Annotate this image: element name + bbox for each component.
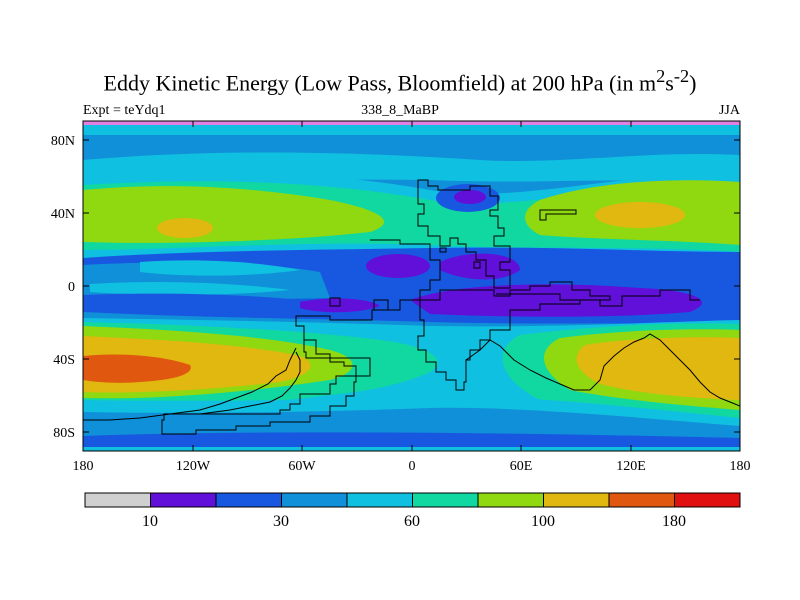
lon-label-180w: 180 [73, 459, 94, 474]
lon-label-180e: 180 [730, 459, 751, 474]
lat-label-40s: 40S [53, 353, 75, 368]
continent-west [161, 239, 441, 435]
lon-label-120e: 120E [616, 459, 646, 474]
colorbar-label-30: 30 [273, 513, 289, 530]
continent-east-block [496, 289, 700, 307]
lat-label-40n: 40N [51, 207, 75, 222]
lon-label-120w: 120W [176, 459, 211, 474]
colorbar-box-9 [674, 492, 741, 508]
lon-labels: 180 120W 60W 0 60E 120E 180 [73, 459, 751, 474]
colorbar-labels: 10 30 60 100 180 [142, 513, 686, 530]
continent-small-island [473, 261, 481, 269]
title-text: Eddy Kinetic Energy (Low Pass, Bloomfiel… [103, 70, 657, 96]
colorbar-box-6 [477, 492, 544, 508]
colorbar [84, 492, 741, 508]
colorbar-box-5 [412, 492, 479, 508]
lat-labels: 80N 40N 0 40S 80S [51, 134, 75, 441]
colorbar-label-180: 180 [662, 513, 686, 530]
colorbar-box-2 [215, 492, 282, 508]
lat-label-80n: 80N [51, 134, 75, 149]
continent-chain [199, 351, 301, 415]
continent-north [417, 179, 511, 289]
lon-ticks [192, 121, 632, 451]
lon-label-0: 0 [409, 459, 416, 474]
colorbar-label-100: 100 [531, 513, 555, 530]
continent-coast-extra [539, 209, 577, 221]
case-label: 338_8_MaBP [361, 103, 439, 118]
continent-east-ridge [465, 333, 740, 407]
colorbar-box-0 [84, 492, 151, 508]
lon-label-60e: 60E [510, 459, 533, 474]
season-label: JJA [718, 103, 740, 118]
continent-outlines [83, 179, 740, 435]
colorbar-box-4 [346, 492, 413, 508]
lat-label-0: 0 [68, 280, 75, 295]
experiment-label: Expt = teYdq1 [83, 103, 166, 118]
lon-label-60w: 60W [288, 459, 316, 474]
lat-ticks [83, 139, 740, 433]
contour-field [83, 121, 740, 451]
colorbar-label-10: 10 [142, 513, 158, 530]
title-text-s: s [665, 70, 674, 96]
title-superscript-1: 2 [656, 66, 666, 86]
colorbar-label-60: 60 [404, 513, 420, 530]
colorbar-box-8 [608, 492, 675, 508]
colorbar-box-1 [150, 492, 217, 508]
colorbar-box-3 [281, 492, 348, 508]
colorbar-box-7 [543, 492, 610, 508]
title-superscript-2: -2 [673, 66, 690, 86]
plot-title: Eddy Kinetic Energy (Low Pass, Bloomfiel… [0, 66, 800, 96]
continent-west-coast [329, 297, 341, 307]
title-text-end: ) [689, 70, 697, 96]
continent-sw-peninsula [83, 347, 297, 421]
continent-west-island [439, 247, 447, 253]
lat-label-80s: 80S [53, 426, 75, 441]
continent-west-edge [373, 299, 389, 311]
continent-south [417, 281, 611, 391]
